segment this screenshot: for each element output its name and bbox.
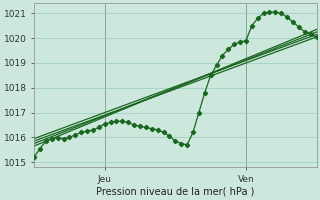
- X-axis label: Pression niveau de la mer( hPa ): Pression niveau de la mer( hPa ): [96, 187, 254, 197]
